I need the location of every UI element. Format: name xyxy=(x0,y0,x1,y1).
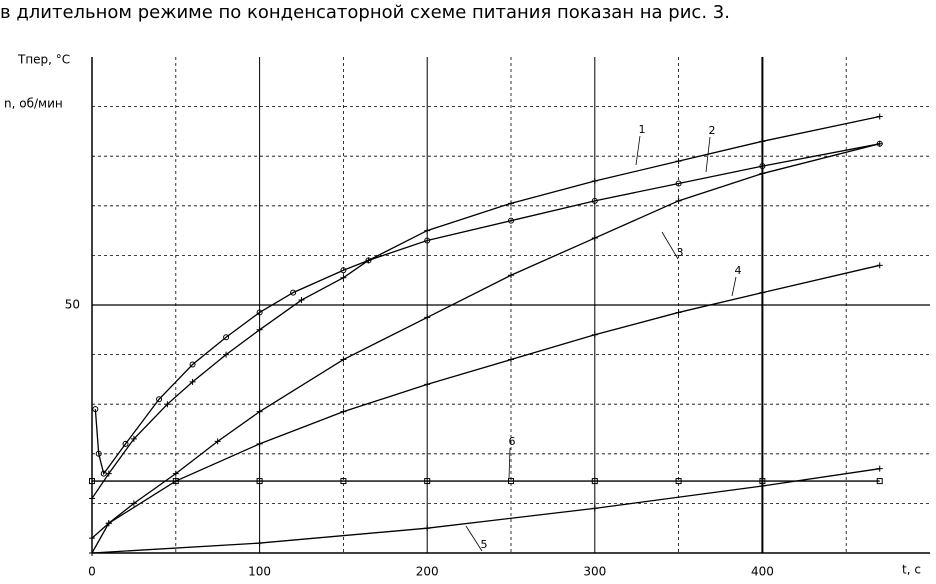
series-line xyxy=(94,143,880,476)
marker xyxy=(591,235,598,242)
marker xyxy=(591,197,598,204)
leader-line xyxy=(705,136,711,173)
marker xyxy=(759,163,766,170)
marker xyxy=(508,217,514,224)
marker xyxy=(89,535,95,542)
marker xyxy=(290,289,297,296)
marker xyxy=(189,361,196,368)
marker xyxy=(100,470,107,477)
curve-label: 1 xyxy=(639,123,646,136)
marker xyxy=(876,465,883,472)
marker xyxy=(876,478,883,485)
marker xyxy=(675,197,682,204)
marker xyxy=(95,450,102,457)
marker xyxy=(256,309,263,316)
marker xyxy=(675,180,682,187)
y-label: n, об/мин xyxy=(4,97,63,111)
marker xyxy=(340,408,347,415)
marker xyxy=(256,408,263,415)
x-tick-label: 200 xyxy=(416,565,439,579)
marker xyxy=(256,440,263,447)
marker xyxy=(424,525,431,532)
x-tick-label: 400 xyxy=(751,565,774,579)
marker xyxy=(508,356,514,363)
marker xyxy=(424,478,431,485)
curve-label: 4 xyxy=(735,264,742,277)
marker xyxy=(256,478,263,485)
marker xyxy=(424,314,431,321)
series-line xyxy=(91,468,880,554)
marker xyxy=(508,200,514,207)
marker xyxy=(172,478,179,485)
curve-label: 2 xyxy=(709,124,716,137)
marker xyxy=(675,478,682,485)
marker xyxy=(508,272,514,279)
marker xyxy=(156,396,163,403)
leader-line xyxy=(465,525,483,552)
leader-line xyxy=(661,231,679,260)
marker xyxy=(759,289,766,296)
marker xyxy=(340,267,347,274)
marker xyxy=(89,550,95,556)
marker xyxy=(164,401,171,408)
curve-label: 6 xyxy=(509,435,516,448)
marker xyxy=(365,257,372,264)
marker xyxy=(424,237,431,244)
marker xyxy=(122,440,129,447)
marker xyxy=(424,227,431,234)
leader-line xyxy=(731,276,737,297)
marker xyxy=(89,495,95,502)
curve-label: 3 xyxy=(677,246,684,259)
marker xyxy=(424,381,431,388)
marker xyxy=(223,351,230,358)
marker xyxy=(223,334,230,341)
y-label: Тпер, °С xyxy=(17,53,70,67)
marker xyxy=(130,435,137,442)
y-tick-label: 50 xyxy=(65,298,80,312)
marker xyxy=(189,378,196,385)
curve-label: 5 xyxy=(481,538,488,551)
marker xyxy=(172,470,179,477)
marker xyxy=(256,540,263,547)
marker xyxy=(340,274,347,281)
marker xyxy=(105,520,112,527)
marker xyxy=(591,178,598,184)
marker xyxy=(130,500,137,507)
leader-line xyxy=(635,135,641,166)
marker xyxy=(876,140,883,147)
marker xyxy=(675,309,682,316)
marker xyxy=(340,478,347,485)
intro-text: в длительном режиме по конденсаторной сх… xyxy=(0,2,730,23)
x-label: t, c xyxy=(902,563,921,577)
x-tick-label: 0 xyxy=(88,565,96,579)
x-tick-label: 300 xyxy=(583,565,606,579)
marker xyxy=(591,478,598,485)
marker xyxy=(256,326,263,333)
marker xyxy=(675,158,682,165)
marker xyxy=(214,438,221,445)
x-tick-label: 100 xyxy=(248,565,271,579)
leader-line xyxy=(508,447,511,479)
marker xyxy=(89,478,95,485)
marker xyxy=(759,478,766,485)
marker xyxy=(759,170,766,177)
marker xyxy=(591,331,598,338)
marker xyxy=(340,356,347,363)
marker xyxy=(876,262,883,269)
marker xyxy=(759,138,766,145)
marker xyxy=(298,297,305,304)
marker xyxy=(105,470,112,477)
marker xyxy=(508,478,514,485)
marker xyxy=(591,505,598,512)
marker xyxy=(876,113,883,120)
series-line xyxy=(91,115,880,499)
marker xyxy=(92,406,99,413)
